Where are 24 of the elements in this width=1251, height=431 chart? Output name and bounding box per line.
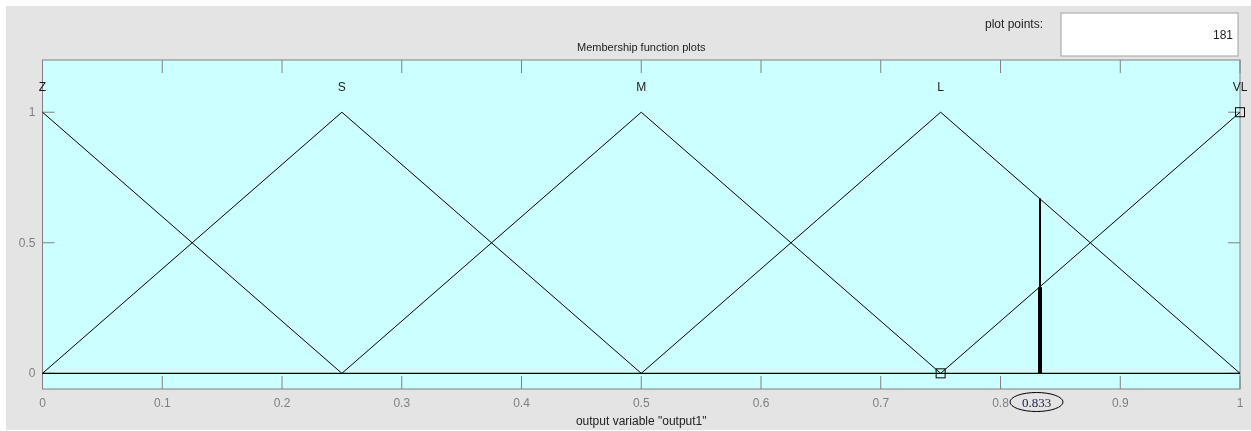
x-tick-label: 1: [1236, 396, 1244, 410]
x-tick-label: 0.8: [992, 396, 1010, 410]
x-tick-label: 0: [39, 396, 47, 410]
x-axis-title: output variable "output1": [575, 414, 707, 428]
x-tick-label: 0.7: [872, 396, 890, 410]
input-field: 181: [1060, 12, 1239, 57]
text: 0.833: [1021, 395, 1052, 410]
series-label: VL: [1232, 80, 1248, 95]
x-tick-label: 0.5: [632, 396, 650, 410]
chart-title: Membership function plots: [577, 41, 706, 53]
series-label: M: [636, 80, 647, 95]
series-label: Z: [38, 80, 47, 95]
y-tick-label: 1: [28, 105, 36, 120]
x-tick-label: 0.2: [273, 396, 291, 410]
series-label: L: [937, 80, 945, 95]
x-tick-label: 0.1: [153, 396, 171, 410]
x-tick-label: 0.3: [393, 396, 411, 410]
x-tick-label: 0.9: [1111, 396, 1129, 410]
y-tick-label: 0: [28, 366, 36, 381]
x-tick-label: 0.4: [513, 396, 531, 410]
x-tick-label: 0.6: [752, 396, 770, 410]
series-label: S: [337, 80, 346, 95]
y-tick-label: 0.5: [18, 235, 36, 250]
text: plot points:: [984, 17, 1043, 31]
